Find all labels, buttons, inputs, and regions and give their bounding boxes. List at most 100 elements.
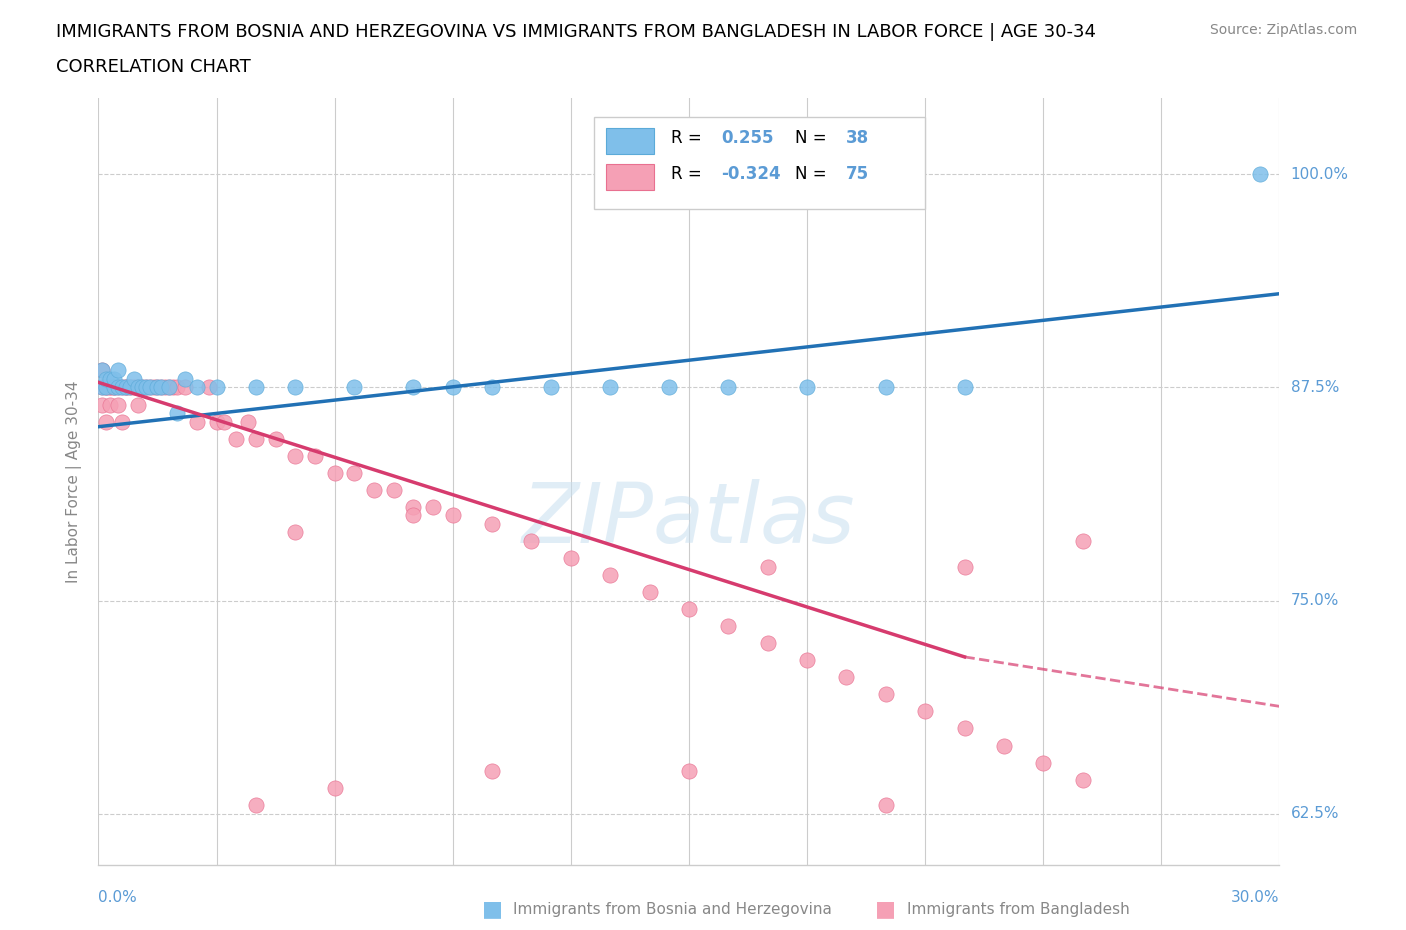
Point: [245, 432, 267, 446]
Text: -0.324: -0.324: [721, 166, 780, 183]
Point: [166, 405, 188, 420]
Point: [953, 721, 976, 736]
Point: [138, 380, 160, 395]
Point: [717, 618, 740, 633]
Point: [174, 380, 197, 395]
Point: [142, 380, 165, 395]
Point: [157, 380, 180, 395]
Text: N =: N =: [796, 129, 832, 147]
Point: [111, 380, 134, 395]
Point: [150, 380, 173, 395]
Point: [717, 380, 740, 395]
Point: [323, 465, 346, 480]
Bar: [606, 127, 654, 153]
Point: [343, 465, 366, 480]
Point: [875, 687, 897, 702]
Point: [91, 380, 114, 395]
Point: [441, 380, 464, 395]
Point: [122, 380, 145, 395]
Text: 0.255: 0.255: [721, 129, 773, 147]
Text: 0.0%: 0.0%: [98, 890, 138, 905]
Text: ■: ■: [876, 899, 896, 920]
Point: [197, 380, 219, 395]
Text: 87.5%: 87.5%: [1291, 380, 1339, 395]
Point: [481, 380, 503, 395]
Point: [146, 380, 169, 395]
Point: [96, 414, 118, 429]
Point: [127, 380, 149, 395]
Point: [953, 559, 976, 574]
Point: [135, 380, 157, 395]
Text: IMMIGRANTS FROM BOSNIA AND HERZEGOVINA VS IMMIGRANTS FROM BANGLADESH IN LABOR FO: IMMIGRANTS FROM BOSNIA AND HERZEGOVINA V…: [56, 23, 1097, 41]
Point: [422, 499, 444, 514]
Point: [205, 380, 228, 395]
Text: R =: R =: [671, 166, 707, 183]
Text: 30.0%: 30.0%: [1232, 890, 1279, 905]
Point: [96, 380, 118, 395]
Point: [98, 380, 121, 395]
Point: [953, 380, 976, 395]
Point: [441, 508, 464, 523]
Point: [245, 380, 267, 395]
Text: Source: ZipAtlas.com: Source: ZipAtlas.com: [1209, 23, 1357, 37]
Text: Immigrants from Bangladesh: Immigrants from Bangladesh: [907, 902, 1129, 917]
Text: 38: 38: [846, 129, 869, 147]
Point: [131, 380, 153, 395]
Point: [1249, 167, 1271, 182]
Point: [284, 448, 307, 463]
Point: [98, 397, 121, 412]
Point: [678, 602, 700, 617]
Text: CORRELATION CHART: CORRELATION CHART: [56, 58, 252, 75]
Point: [96, 371, 118, 386]
Point: [157, 380, 180, 395]
Point: [599, 567, 621, 582]
Point: [135, 380, 157, 395]
Point: [214, 414, 236, 429]
Point: [115, 380, 138, 395]
Point: [107, 380, 129, 395]
Point: [402, 508, 425, 523]
Point: [146, 380, 169, 395]
Point: [186, 414, 208, 429]
Point: [186, 380, 208, 395]
Point: [875, 798, 897, 813]
Point: [166, 380, 188, 395]
Point: [756, 636, 779, 651]
Point: [481, 516, 503, 531]
Point: [1032, 755, 1054, 770]
Text: 100.0%: 100.0%: [1291, 166, 1348, 182]
Point: [205, 414, 228, 429]
Point: [118, 380, 141, 395]
Point: [111, 380, 134, 395]
Point: [91, 380, 114, 395]
Text: ZIPatlas: ZIPatlas: [522, 479, 856, 560]
Point: [98, 371, 121, 386]
Point: [1071, 534, 1094, 549]
Point: [91, 363, 114, 378]
Y-axis label: In Labor Force | Age 30-34: In Labor Force | Age 30-34: [66, 380, 83, 582]
Text: Immigrants from Bosnia and Herzegovina: Immigrants from Bosnia and Herzegovina: [513, 902, 832, 917]
Point: [150, 380, 173, 395]
Point: [363, 483, 385, 498]
Point: [155, 380, 177, 395]
Point: [382, 483, 405, 498]
Text: R =: R =: [671, 129, 707, 147]
Point: [993, 738, 1015, 753]
Point: [127, 397, 149, 412]
Point: [638, 585, 661, 600]
Point: [540, 380, 562, 395]
Point: [284, 525, 307, 539]
Point: [115, 380, 138, 395]
Point: [796, 380, 818, 395]
Point: [107, 380, 129, 395]
Point: [481, 764, 503, 778]
Point: [103, 380, 125, 395]
Point: [225, 432, 247, 446]
Point: [107, 363, 129, 378]
Point: [402, 380, 425, 395]
Point: [835, 670, 858, 684]
Point: [875, 380, 897, 395]
Text: N =: N =: [796, 166, 832, 183]
Point: [599, 380, 621, 395]
Point: [91, 397, 114, 412]
